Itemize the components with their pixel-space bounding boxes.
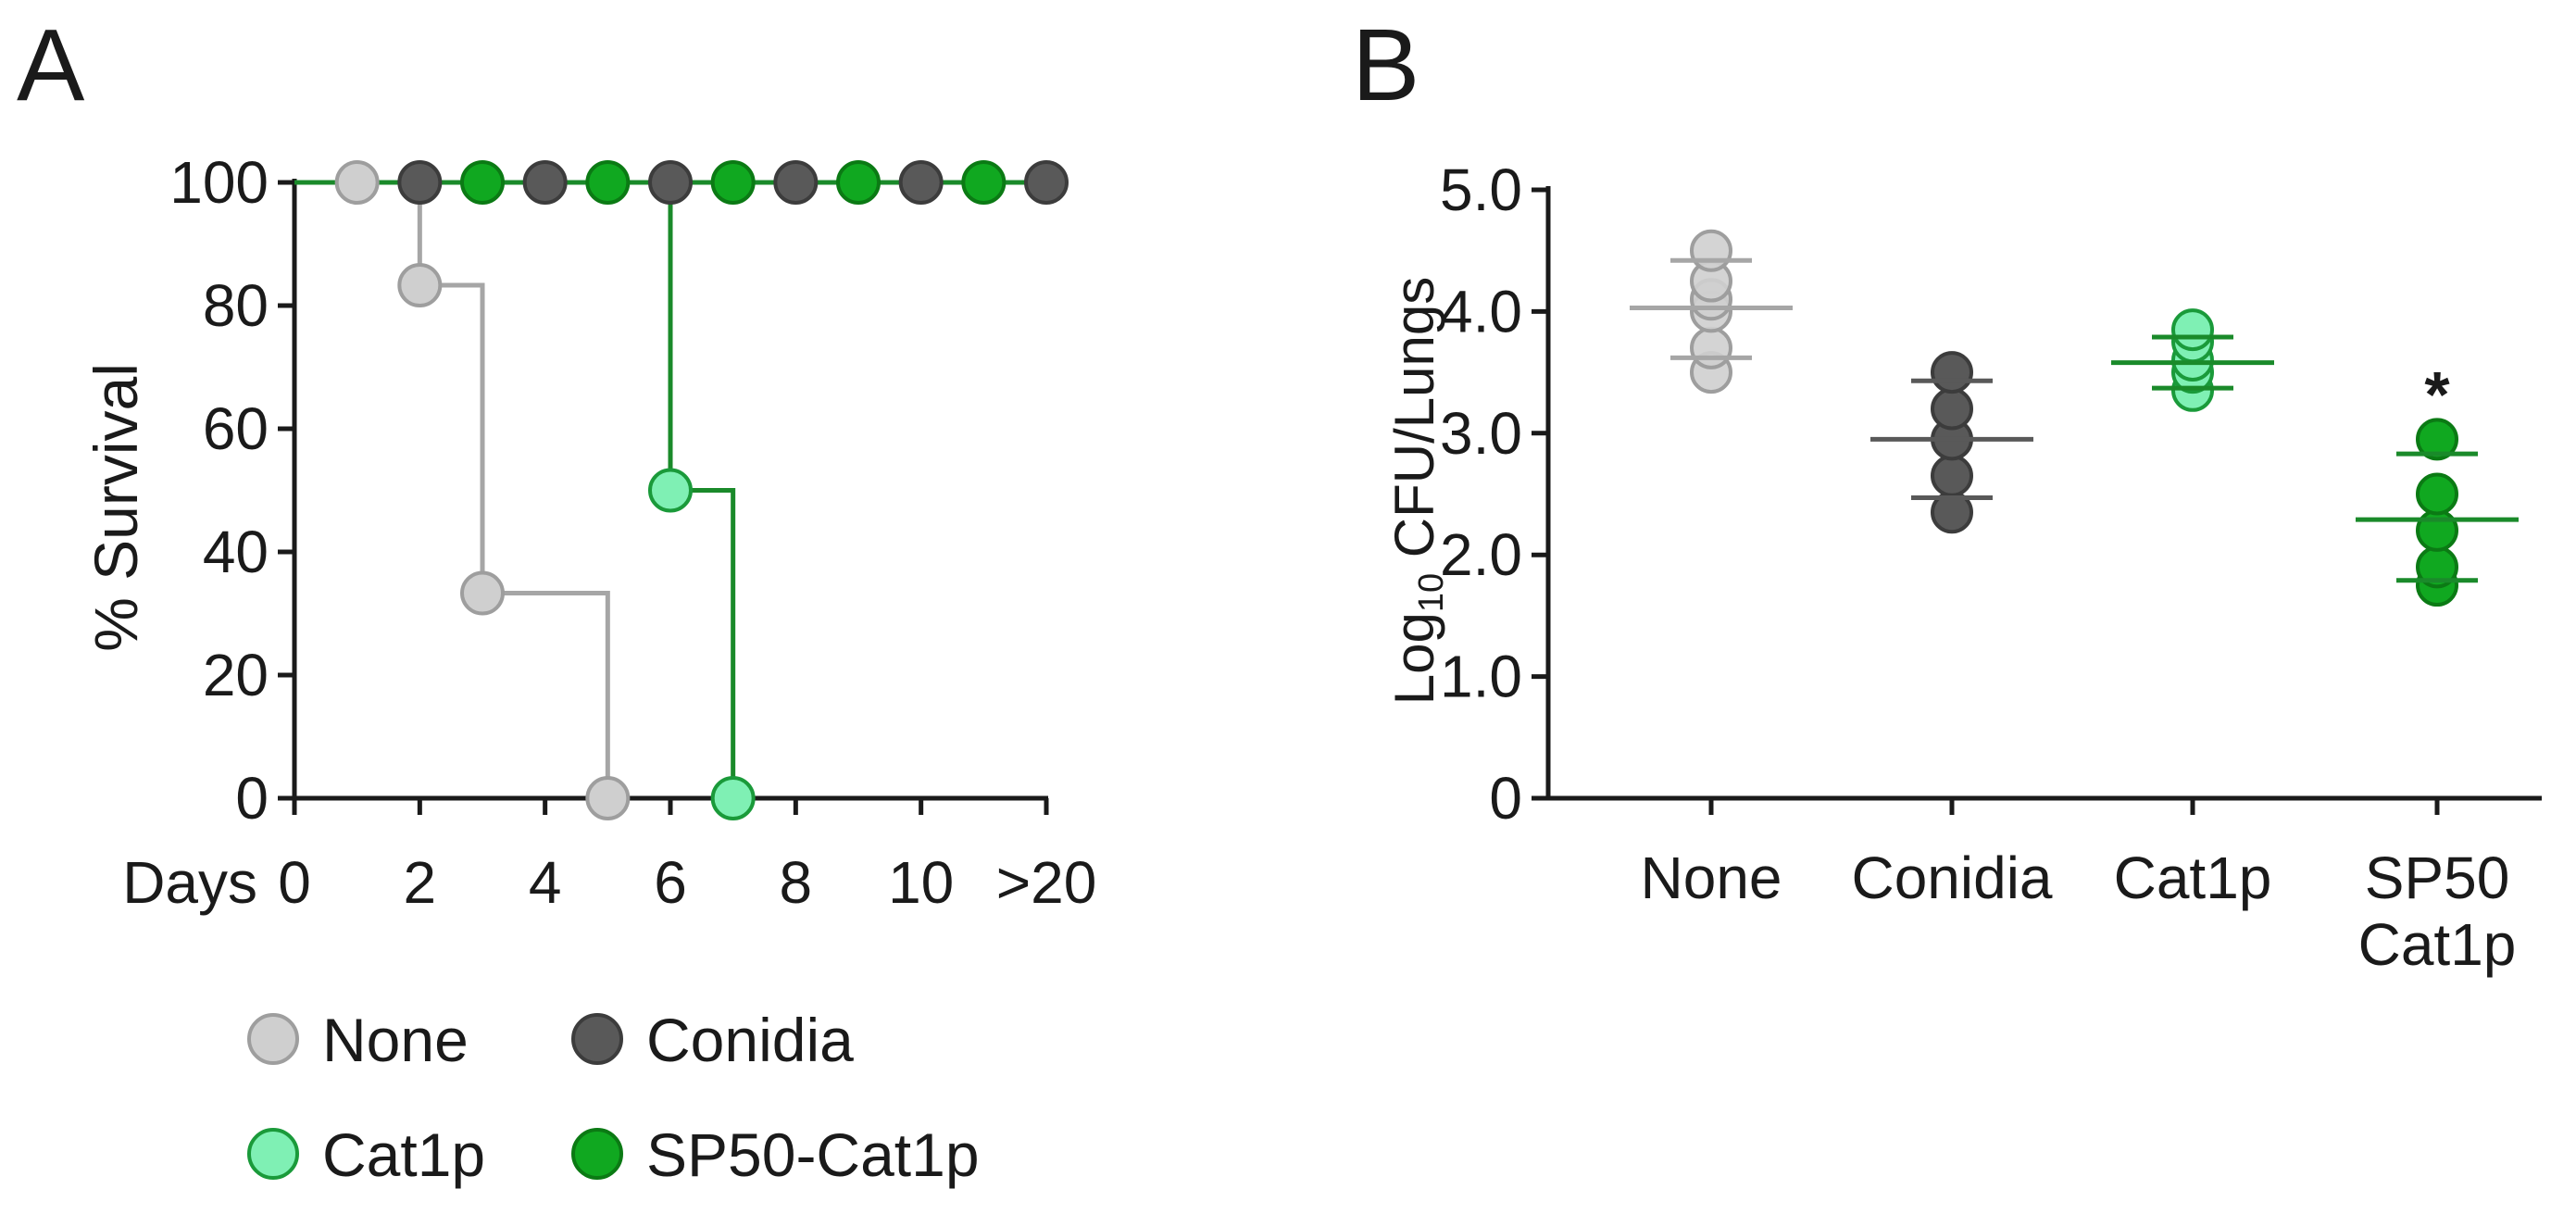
panel-b-y-axis-title-subscript: 10 — [1412, 573, 1451, 612]
series-line-none — [294, 180, 610, 798]
cfu-point-none — [1690, 326, 1732, 369]
survival-point-cat1p — [710, 776, 756, 820]
cfu-point-conidia — [1931, 454, 1973, 497]
panel-a-x-tick-label: 4 — [529, 849, 562, 916]
survival-point-conidia — [397, 160, 443, 205]
significance-asterisk: * — [2424, 358, 2450, 431]
panel-a-y-tick-label: 80 — [203, 272, 269, 339]
panel-a-survival-chart: A % Survival 0 20 40 60 80 100 0 2 4 6 8 10 >20 Days — [17, 8, 1096, 916]
panel-a-y-tick-label: 20 — [203, 642, 269, 708]
panel-b-y-tick-label: 3.0 — [1440, 400, 1522, 467]
panel-b-y-tick-label: 4.0 — [1440, 278, 1522, 344]
panel-b-y-tick-label: 0 — [1489, 765, 1522, 832]
panel-a-y-tick-label: 100 — [169, 149, 269, 216]
panel-a-label: A — [17, 8, 85, 122]
cfu-point-sp50 — [2416, 508, 2458, 552]
panel-b-y-axis-title-rest: CFU/Lungs — [1383, 277, 1445, 573]
panel-b-category-label: None — [1641, 845, 1782, 911]
panel-a-x-tick-label: 8 — [780, 849, 813, 916]
panel-a-y-tick-label: 60 — [203, 395, 269, 462]
legend-item-cat1p: Cat1p — [247, 1120, 485, 1189]
legend-item-none: None — [247, 1006, 469, 1074]
panel-a-y-axis-title: % Survival — [81, 363, 150, 652]
panel-b-mean-sd-lines: * — [1630, 257, 2519, 583]
panel-b-category-label: Cat1p — [2358, 911, 2517, 978]
panel-b-category-label: Cat1p — [2114, 845, 2272, 911]
legend-label-cat1p: Cat1p — [322, 1120, 485, 1189]
panel-b-y-tick-label: 1.0 — [1440, 644, 1522, 710]
panel-b-y-axis-title: Log10 CFU/Lungs — [1383, 277, 1451, 706]
survival-point-sp50 — [585, 160, 631, 205]
survival-point-none — [397, 263, 443, 308]
survival-point-conidia — [648, 160, 693, 205]
legend-label-sp50-cat1p: SP50-Cat1p — [646, 1120, 980, 1189]
panel-b-category-label: Conidia — [1851, 845, 2052, 911]
cfu-point-none — [1690, 229, 1732, 272]
panel-a-x-tick-label: 0 — [278, 849, 311, 916]
cfu-point-sp50 — [2416, 418, 2458, 461]
legend-marker-cat1p — [247, 1128, 299, 1180]
panel-a-y-tick-label: 0 — [235, 765, 269, 832]
survival-point-conidia — [522, 160, 568, 205]
legend-item-conidia: Conidia — [571, 1006, 854, 1074]
survival-point-conidia — [1024, 160, 1069, 205]
legend-item-sp50-cat1p: SP50-Cat1p — [571, 1120, 980, 1189]
cfu-point-cat1p — [2171, 308, 2214, 352]
panel-a-x-axis-title: Days — [122, 849, 257, 916]
cfu-point-conidia — [1931, 387, 1973, 431]
cfu-point-conidia — [1931, 351, 1973, 394]
panel-a-y-tick-label: 40 — [203, 519, 269, 585]
legend: None Conidia Cat1p SP50-Cat1p — [247, 1006, 980, 1189]
survival-point-sp50 — [836, 160, 881, 205]
panel-b-y-axis-title-main: Log — [1383, 612, 1445, 705]
panel-b-category-label: SP50 — [2365, 845, 2510, 911]
panel-a-x-tick-label: 10 — [888, 849, 954, 916]
legend-label-conidia: Conidia — [646, 1006, 854, 1074]
survival-point-cat1p — [648, 468, 693, 513]
survival-point-sp50 — [961, 160, 1007, 205]
survival-point-none — [585, 776, 631, 820]
panel-a-x-tick-label: 2 — [404, 849, 437, 916]
panel-a-axes: 0 20 40 60 80 100 0 2 4 6 8 10 >20 Days — [122, 149, 1096, 916]
legend-label-none: None — [322, 1006, 469, 1074]
panel-a-x-tick-label: >20 — [996, 849, 1097, 916]
survival-point-sp50 — [710, 160, 756, 205]
panel-b-y-tick-label: 2.0 — [1440, 521, 1522, 588]
panel-b-label: B — [1352, 8, 1419, 122]
survival-point-sp50 — [460, 160, 505, 205]
panel-b-data-points — [1690, 229, 2458, 607]
series-line-cat1p — [668, 182, 736, 798]
cfu-point-sp50 — [2416, 472, 2458, 516]
panel-a-x-tick-label: 6 — [654, 849, 687, 916]
survival-point-conidia — [898, 160, 944, 205]
survival-point-none — [460, 570, 505, 616]
panel-b-cfu-chart: B Log10 CFU/Lungs 0 1.0 2.0 3.0 4.0 5.0 None Co… — [1352, 8, 2542, 978]
survival-point-conidia — [773, 160, 819, 205]
panel-b-y-tick-label: 5.0 — [1440, 156, 1522, 223]
legend-marker-sp50-cat1p — [571, 1128, 623, 1180]
legend-marker-none — [247, 1013, 299, 1065]
survival-point-none — [334, 160, 380, 205]
panel-a-series-markers — [334, 160, 1069, 820]
legend-marker-conidia — [571, 1013, 623, 1065]
